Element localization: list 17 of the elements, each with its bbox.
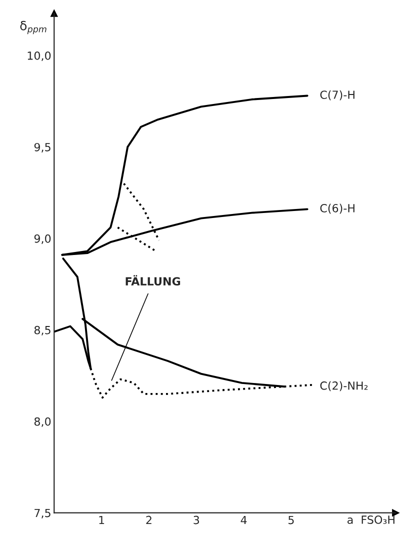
x-tick-label: 3 <box>194 516 200 524</box>
annotation: FÄLLUNG <box>126 275 180 286</box>
x-tick-label: 1 <box>99 516 104 524</box>
x-tick-label: 4 <box>240 516 247 524</box>
text: C(2)-NH₂ <box>320 381 368 392</box>
x-tick-label: 2 <box>146 516 152 524</box>
y-tick-label: 7,5 <box>34 508 50 518</box>
y-tick-label: 10,0 <box>28 51 51 62</box>
y-tick-label: 8,0 <box>34 417 51 427</box>
y-axis-title: δ$_{ppm}$ <box>20 20 46 34</box>
series-label: C(7)-H <box>320 90 354 100</box>
x-tick-label: 5 <box>288 516 294 524</box>
x-axis-title: a FSO₃H <box>348 516 394 524</box>
y-tick-label: 9,5 <box>34 142 50 152</box>
series-label: C(6)-H <box>320 204 354 214</box>
y-tick-label: 8,5 <box>34 326 50 336</box>
y-tick-label: 9,0 <box>34 234 51 244</box>
